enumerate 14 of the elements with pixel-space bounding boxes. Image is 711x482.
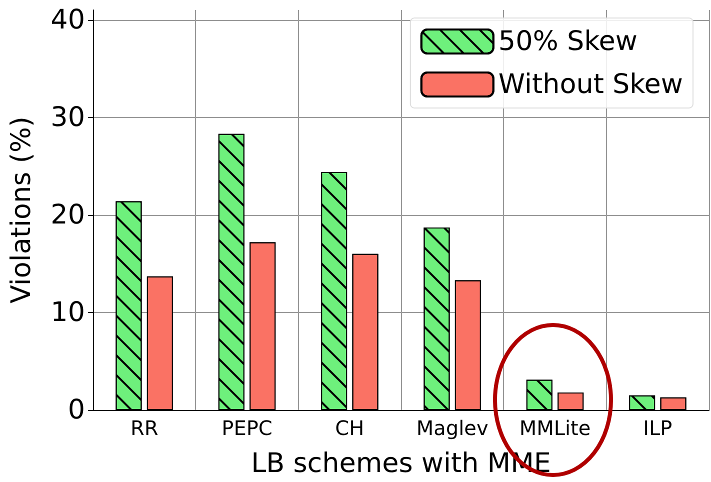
y-tick-label: 30	[50, 102, 85, 133]
x-tick-label: PEPC	[222, 416, 272, 440]
legend-label: 50% Skew	[498, 26, 638, 57]
y-tick-label: 0	[68, 394, 85, 426]
x-tick-label: CH	[335, 416, 364, 440]
y-axis-title: Violations (%)	[6, 116, 37, 304]
y-tick-label: 10	[50, 296, 85, 328]
x-tick-label: MMLite	[519, 416, 591, 440]
y-tick-label: 20	[50, 199, 85, 230]
legend-label: Without Skew	[498, 69, 684, 100]
x-tick-label: ILP	[643, 416, 672, 440]
x-tick-label: Maglev	[416, 416, 488, 440]
y-tick-label: 40	[50, 4, 85, 36]
x-tick-label: RR	[130, 416, 158, 440]
